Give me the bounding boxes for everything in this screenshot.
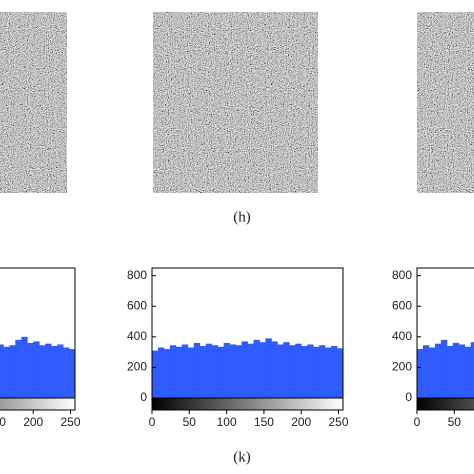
bar <box>271 341 278 398</box>
bar <box>283 342 290 398</box>
x-tick-label: 100 <box>217 415 237 429</box>
bar <box>301 346 308 398</box>
bar <box>319 345 326 398</box>
colorbar <box>416 397 474 411</box>
bar <box>51 346 58 398</box>
x-tick-label: 200 <box>23 415 43 429</box>
bar <box>470 342 474 398</box>
bar <box>452 342 460 398</box>
panel-label: (h) <box>233 209 251 225</box>
x-tick-label: 200 <box>291 415 311 429</box>
bar <box>265 338 272 398</box>
bar <box>313 346 320 398</box>
bar <box>458 344 466 398</box>
bar <box>157 347 165 398</box>
bar <box>15 339 22 398</box>
bar <box>417 349 424 398</box>
x-tick-label: 50 <box>448 415 462 429</box>
bar <box>57 344 64 398</box>
bar <box>0 344 4 398</box>
noise-image <box>153 12 318 193</box>
bar <box>181 344 189 398</box>
bar <box>331 346 338 398</box>
y-tick-label: 0 <box>405 390 412 404</box>
bar <box>217 346 225 398</box>
bar <box>307 344 314 398</box>
x-tick-label: 150 <box>254 415 274 429</box>
y-tick-label: 200 <box>127 360 147 374</box>
bar <box>205 343 213 398</box>
bar <box>3 346 10 398</box>
noise-image <box>0 12 67 193</box>
bar <box>169 345 177 398</box>
bar <box>295 343 302 398</box>
axes-frame <box>416 267 474 399</box>
bar <box>337 348 344 398</box>
y-tick-label: 600 <box>392 298 412 312</box>
bar <box>440 339 448 398</box>
y-tick-label: 0 <box>140 390 147 404</box>
bar <box>434 343 442 398</box>
x-tick-label: 250 <box>329 415 349 429</box>
bar <box>422 345 430 398</box>
bar <box>446 346 454 398</box>
bar <box>259 342 266 398</box>
y-tick-label: 400 <box>392 329 412 343</box>
bar <box>33 341 40 398</box>
bar <box>39 345 46 398</box>
bar <box>199 346 207 398</box>
bar <box>235 345 242 398</box>
y-tick-label: 800 <box>127 268 147 282</box>
bar <box>193 342 201 398</box>
bar <box>152 350 159 398</box>
y-tick-label: 200 <box>392 360 412 374</box>
bar <box>229 344 236 398</box>
bar <box>63 347 70 398</box>
bar <box>45 343 52 398</box>
bar <box>69 349 76 398</box>
bar <box>175 346 183 398</box>
bar <box>163 349 171 398</box>
colorbar <box>151 397 344 411</box>
bar <box>325 347 332 398</box>
bar <box>21 336 28 398</box>
bar <box>187 347 195 398</box>
x-tick-label: 0 <box>414 415 421 429</box>
panel-label: (k) <box>233 449 251 465</box>
colorbar <box>0 397 76 411</box>
noise-image <box>417 12 474 193</box>
bar <box>27 342 34 398</box>
bar <box>241 341 248 398</box>
x-tick-label: 50 <box>183 415 197 429</box>
bar <box>277 344 284 398</box>
bar <box>223 342 230 398</box>
x-tick-label: 150 <box>0 415 6 429</box>
bar <box>464 346 472 398</box>
x-tick-label: 250 <box>61 415 81 429</box>
bar <box>253 339 260 398</box>
bar <box>289 345 296 398</box>
y-tick-label: 600 <box>127 298 147 312</box>
bar <box>9 345 16 398</box>
y-tick-label: 400 <box>127 329 147 343</box>
bar <box>247 343 254 398</box>
bar <box>428 347 436 398</box>
y-tick-label: 800 <box>392 268 412 282</box>
axes-frame <box>0 267 76 399</box>
bar <box>211 345 219 398</box>
x-tick-label: 0 <box>149 415 156 429</box>
